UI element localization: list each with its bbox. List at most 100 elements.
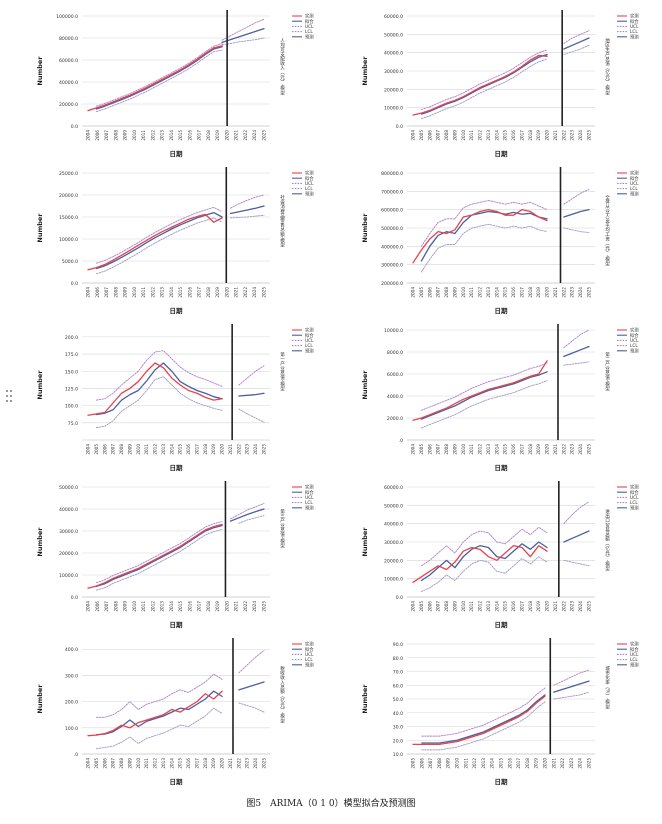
x-tick-label: 2022 [561,287,566,298]
x-tick-label: 2009 [127,758,132,769]
x-tick-label: 2009 [452,444,457,455]
y-tick-label: 400.0 [65,647,78,653]
x-tick-label: 2022 [236,444,241,455]
x-tick-label: 2011 [141,601,146,612]
x-tick-label: 2011 [141,130,146,141]
actual-line [87,213,223,271]
x-tick-label: 2013 [160,130,165,141]
chart-panel-1: 0.0 20000.0 40000.0 60000.0 80000.0 100000.0 2… [20,8,340,163]
x-tick-label: 2012 [472,758,477,769]
x-tick-label: 2022 [561,601,566,612]
x-axis-title: 日期 [170,620,184,629]
y-tick-label: .0 [399,438,403,444]
x-tick-label: 2007 [104,601,109,612]
x-axis-title: 日期 [170,777,184,786]
chart-panel-6: .0 2000.0 4000.0 6000.0 8000.0 10000.0 2004 200… [345,322,662,477]
forecast-line [563,209,590,218]
y-tick-label: 40000.0 [59,507,78,513]
forecast-ucl-line [238,365,265,386]
x-tick-label: 2021 [553,444,558,455]
x-tick-label: 2019 [534,758,539,769]
forecast-lcl-line [238,408,265,423]
x-tick-label: 2025 [587,444,592,455]
x-tick-label: 2011 [469,444,474,455]
actual-line [87,523,223,589]
x-tick-label: 2004 [411,444,416,455]
x-tick-label: 2009 [452,130,457,141]
x-tick-label: 2015 [503,130,508,141]
legend-label: 预测 [630,504,639,511]
series-title: 人均可支配收入（元）-模型 [280,38,285,95]
y-tick-label: 0.0 [396,124,403,130]
y-tick-label: 8000.0 [387,350,403,356]
x-tick-label: 2019 [536,601,541,612]
x-tick-label: 2006 [427,130,432,141]
y-tick-label: 20000.0 [384,558,403,564]
x-tick-label: 2025 [587,758,592,769]
x-tick-label: 2006 [102,444,107,455]
x-tick-label: 2023 [245,758,250,769]
x-tick-label: 2008 [444,444,449,455]
actual-line [412,54,548,116]
x-tick-label: 2017 [519,287,524,298]
x-tick-label: 2013 [161,758,166,769]
ucl-line [95,206,223,264]
forecast-lcl-line [563,559,590,567]
actual-line [412,545,548,583]
legend-label: 预测 [630,190,639,197]
ucl-line [420,49,548,110]
x-tick-label: 2023 [245,444,250,455]
y-tick-label: 0.0 [71,281,78,287]
x-tick-label: 2011 [463,758,468,769]
x-tick-label: 2006 [427,444,432,455]
forecast-line [238,681,265,691]
x-tick-label: 2013 [486,287,491,298]
x-tick-label: 2004 [411,601,416,612]
legend-label: 预测 [305,190,314,197]
legend-label: 实测 [305,13,314,20]
x-tick-label: 2016 [186,444,191,455]
forecast-lcl-line [238,702,265,713]
forecast-lcl-line [230,214,265,219]
x-tick-label: 2006 [419,758,424,769]
x-tick-label: 2024 [578,758,583,769]
legend-label: UCL [630,338,639,344]
drag-handle-icon[interactable] [6,390,12,404]
legend-label: UCL [305,652,314,658]
lcl-line [95,49,223,113]
x-tick-label: 2004 [411,287,416,298]
y-tick-label: 60.0 [393,683,403,689]
x-tick-label: 2017 [519,601,524,612]
y-tick-label: 10000.0 [384,577,403,583]
y-tick-label: 60000.0 [384,14,403,20]
x-tick-label: 2017 [519,444,524,455]
x-tick-label: 2018 [206,130,211,141]
legend-label: LCL [305,343,313,349]
x-axis-title: 日期 [495,149,509,158]
x-tick-label: 2006 [95,601,100,612]
y-tick-label: 400000.0 [381,244,403,250]
x-tick-label: 2018 [203,444,208,455]
x-tick-label: 2020 [224,130,229,141]
lcl-line [421,701,546,751]
y-tick-label: 200.0 [65,335,78,341]
x-tick-label: 2005 [419,601,424,612]
y-tick-label: 200.0 [65,700,78,706]
x-tick-label: 2010 [455,758,460,769]
forecast-ucl-line [230,503,265,520]
x-tick-label: 2016 [187,130,192,141]
legend-label: 实测 [630,484,639,491]
legend-label: 实测 [630,641,639,648]
chart-svg-4: 200000.0 300000.0 400000.0 500000.0 600000.0… [361,167,639,315]
y-tick-label: 150.0 [65,369,78,375]
legend-label: LCL [630,186,638,192]
x-tick-label: 2005 [419,444,424,455]
x-tick-label: 2015 [178,287,183,298]
x-tick-label: 2015 [178,130,183,141]
x-tick-label: 2017 [197,130,202,141]
forecast-lcl-line [563,227,590,234]
forecast-ucl-line [563,30,590,44]
x-tick-label: 2015 [499,758,504,769]
x-tick-label: 2018 [525,758,530,769]
